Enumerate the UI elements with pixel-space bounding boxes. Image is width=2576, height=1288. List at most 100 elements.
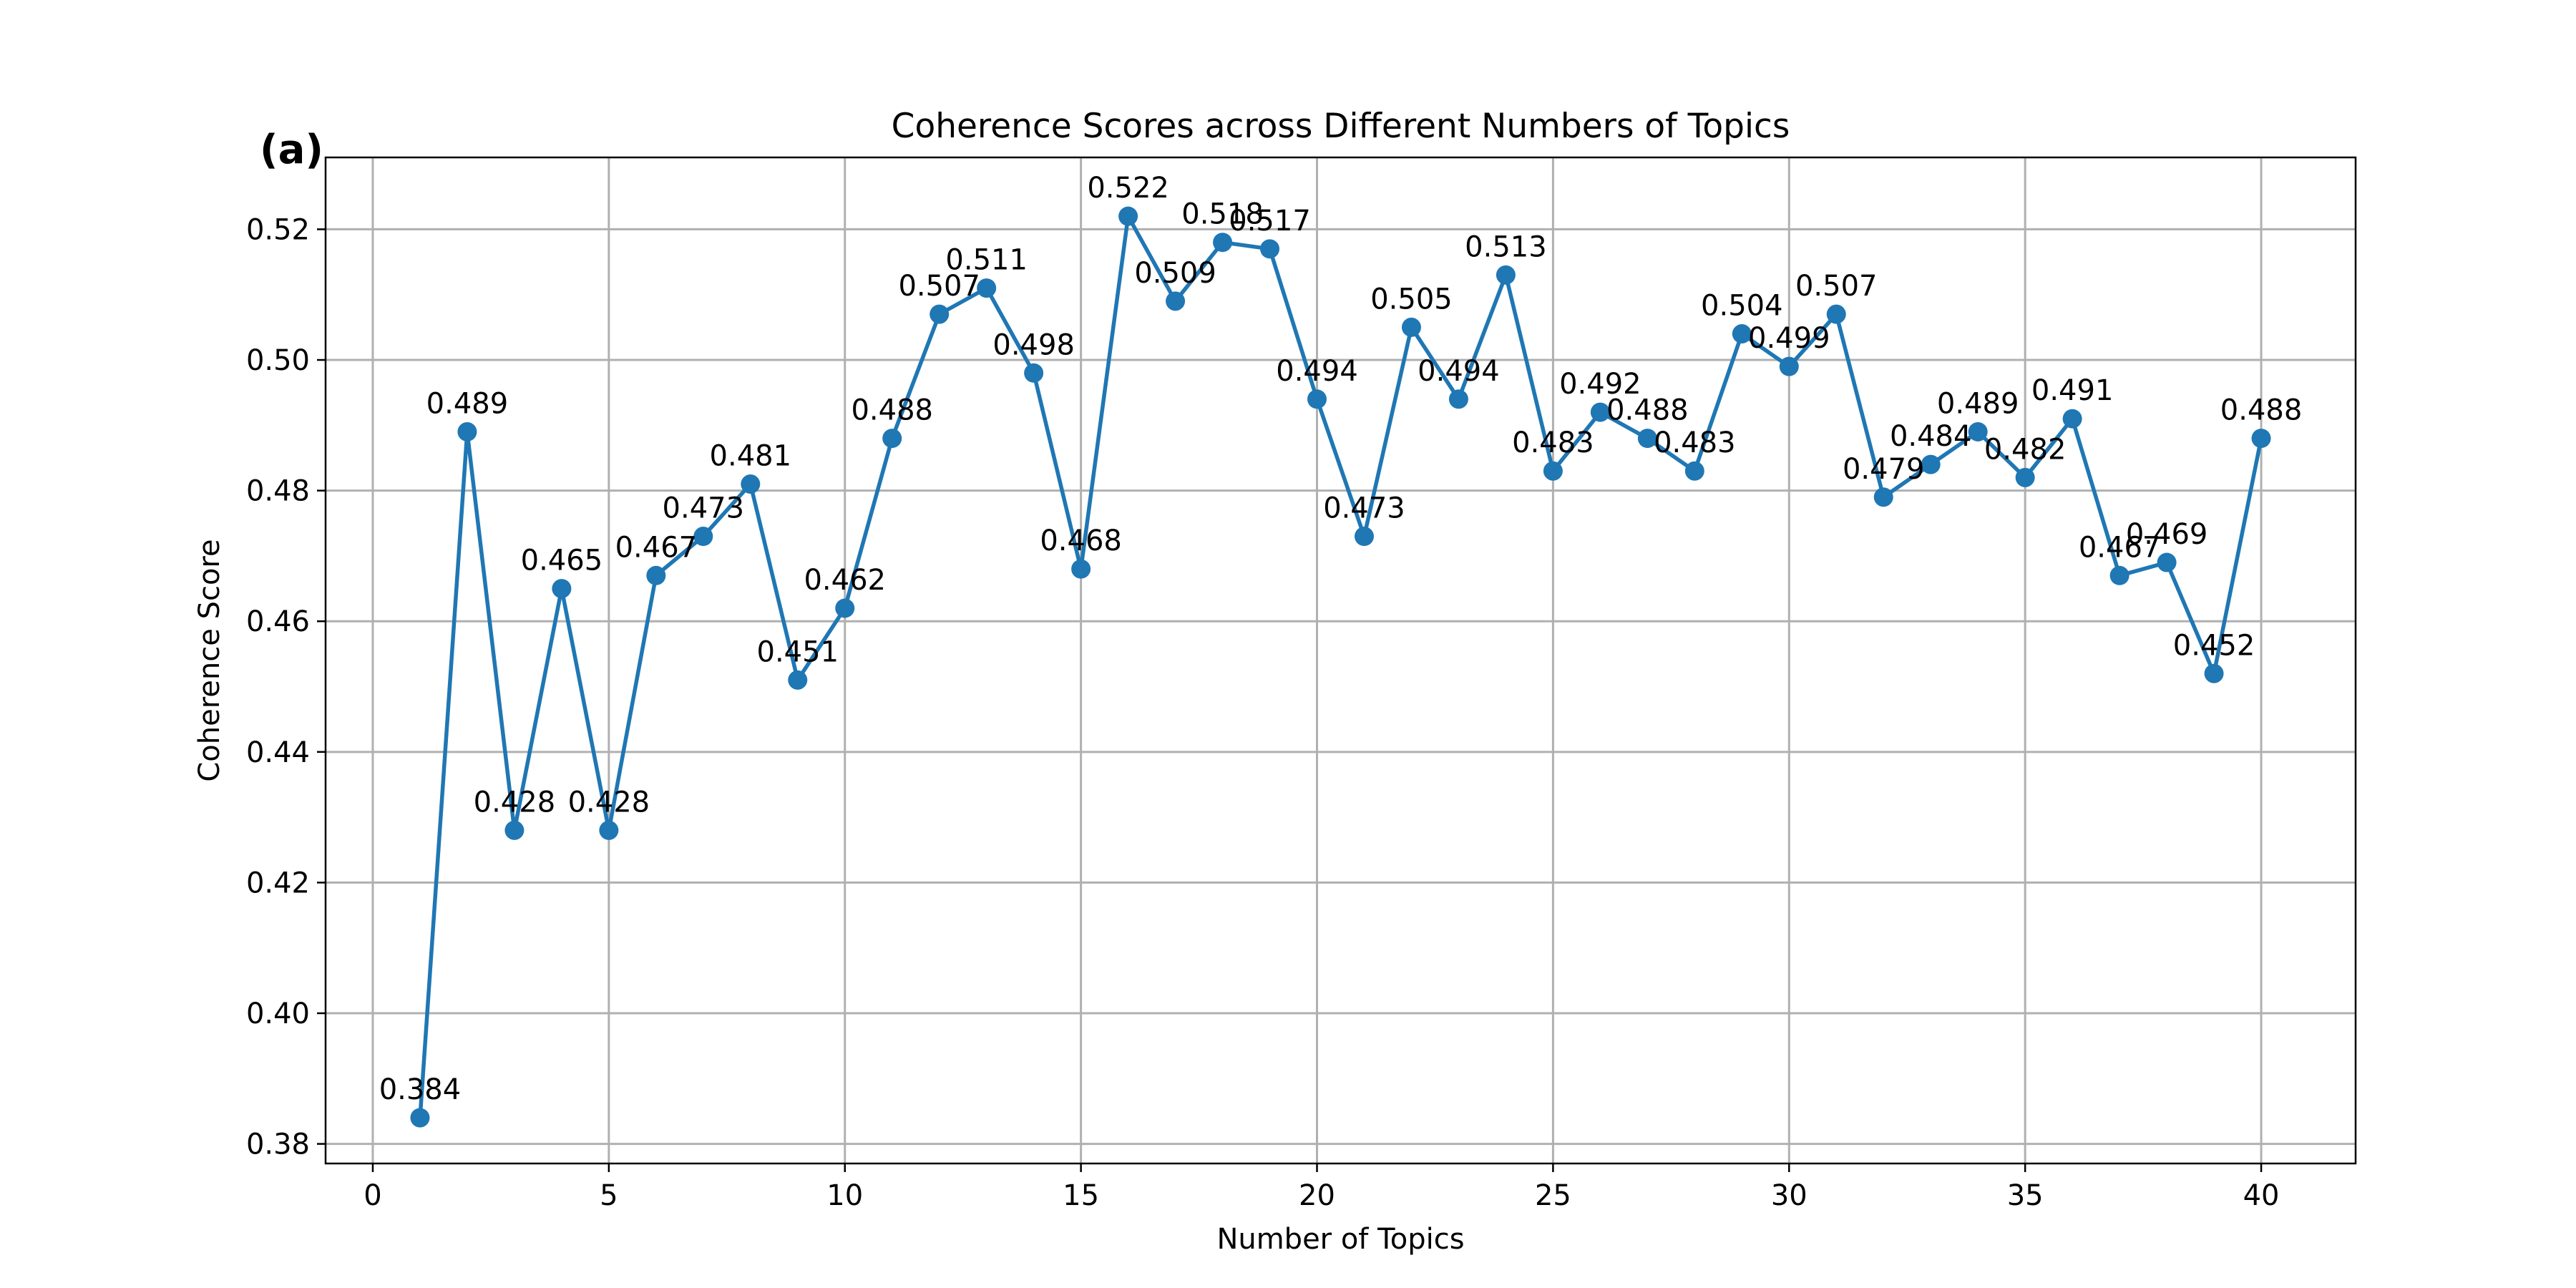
data-point (504, 820, 525, 840)
data-label: 0.462 (804, 564, 886, 597)
data-point (1590, 402, 1610, 422)
data-label: 0.507 (1795, 270, 1878, 303)
data-labels: 0.384 0.489 0.428 0.465 0.428 0.467 0.473 0.481… (379, 172, 2303, 1106)
series-line (418, 214, 2263, 1118)
data-label: 0.489 (1937, 387, 2019, 420)
y-tick-label: 0.50 (246, 344, 310, 377)
data-label: 0.488 (2220, 394, 2303, 427)
data-point (1921, 454, 1941, 474)
data-point (1166, 291, 1186, 311)
data-point (1448, 389, 1468, 409)
y-tick-label: 0.42 (246, 867, 310, 899)
data-point (1307, 389, 1327, 409)
x-tick-label: 15 (1063, 1179, 1099, 1212)
data-label: 0.507 (898, 270, 980, 303)
data-label: 0.494 (1418, 355, 1500, 388)
data-point (2062, 409, 2082, 429)
data-label: 0.483 (1654, 426, 1736, 459)
data-point (1024, 363, 1044, 383)
data-label: 0.465 (521, 545, 603, 577)
data-label: 0.428 (474, 786, 556, 819)
data-point (693, 527, 713, 547)
data-label: 0.522 (1087, 172, 1169, 205)
data-label: 0.518 (1181, 198, 1264, 231)
data-label: 0.468 (1040, 525, 1122, 557)
data-point (1401, 317, 1421, 337)
data-point (410, 1108, 430, 1128)
x-tick-label: 35 (2007, 1179, 2044, 1212)
axis-ticks: 0 5 10 15 20 25 30 35 40 0.38 0.40 0.42 0.44 0.46 0.48… (246, 213, 2280, 1212)
x-tick-label: 5 (600, 1179, 618, 1212)
data-point (552, 579, 572, 599)
panel-label: (a) (260, 127, 323, 173)
data-label: 0.451 (757, 635, 839, 668)
data-point (599, 820, 619, 840)
data-label: 0.452 (2173, 629, 2255, 662)
data-label: 0.492 (1559, 368, 1641, 401)
data-label: 0.473 (663, 492, 745, 525)
x-tick-label: 25 (1535, 1179, 1571, 1212)
data-point (457, 421, 477, 441)
y-tick-label: 0.48 (246, 475, 310, 508)
data-label: 0.484 (1890, 420, 1972, 453)
data-point (1354, 527, 1374, 547)
data-label: 0.384 (379, 1073, 462, 1106)
y-tick-label: 0.38 (246, 1128, 310, 1161)
data-point (1826, 304, 1846, 324)
data-point (646, 565, 666, 585)
data-label: 0.428 (568, 786, 650, 819)
x-tick-label: 0 (364, 1179, 381, 1212)
data-point (1543, 461, 1563, 481)
data-label: 0.498 (992, 328, 1075, 361)
x-tick-label: 10 (826, 1179, 863, 1212)
data-label: 0.467 (2079, 531, 2161, 564)
y-axis-label: Coherence Score (193, 539, 226, 781)
data-label: 0.513 (1465, 230, 1547, 263)
plot-frame (324, 156, 2357, 1165)
data-point (1071, 559, 1091, 579)
data-point (1118, 206, 1138, 226)
x-axis-label: Number of Topics (1216, 1223, 1464, 1256)
x-tick-label: 20 (1299, 1179, 1335, 1212)
y-tick-label: 0.44 (246, 736, 310, 769)
data-point (1496, 265, 1516, 285)
data-label: 0.488 (1606, 394, 1689, 427)
y-tick-label: 0.40 (246, 997, 310, 1030)
data-label: 0.481 (710, 439, 792, 472)
data-point (1260, 239, 1280, 259)
data-label: 0.505 (1370, 283, 1453, 316)
data-point (1968, 421, 1988, 441)
y-tick-label: 0.46 (246, 605, 310, 638)
data-point (835, 598, 855, 618)
x-tick-label: 40 (2243, 1179, 2280, 1212)
data-point (2015, 467, 2035, 487)
data-label: 0.467 (615, 531, 698, 564)
y-tick-label: 0.52 (246, 213, 310, 246)
data-point (1684, 461, 1704, 481)
grid (326, 157, 2356, 1163)
data-point (2251, 429, 2271, 449)
data-label: 0.489 (426, 387, 509, 420)
data-label: 0.491 (2031, 374, 2114, 407)
x-tick-label: 30 (1771, 1179, 1807, 1212)
data-label: 0.504 (1701, 290, 1783, 323)
data-point (882, 429, 902, 449)
data-points (410, 206, 2271, 1128)
chart-title: Coherence Scores across Different Number… (892, 107, 1790, 146)
data-label: 0.483 (1512, 426, 1594, 459)
data-label: 0.482 (1984, 433, 2067, 466)
data-label: 0.517 (1229, 205, 1311, 238)
data-point (2109, 565, 2129, 585)
data-point (1213, 233, 1233, 253)
data-point (930, 304, 950, 324)
data-label: 0.509 (1134, 257, 1216, 290)
data-point (2204, 663, 2224, 683)
data-point (788, 670, 808, 690)
data-point (1637, 429, 1657, 449)
data-point (1873, 487, 1893, 507)
data-label: 0.473 (1323, 492, 1405, 525)
data-label: 0.499 (1748, 322, 1830, 355)
data-point (977, 278, 997, 298)
